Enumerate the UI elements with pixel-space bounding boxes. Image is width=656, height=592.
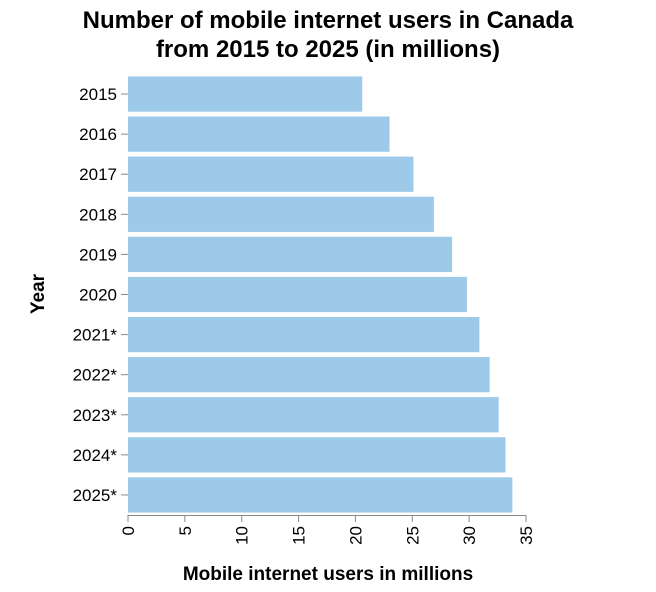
bar-2018 <box>128 196 434 232</box>
x-tick-label: 15 <box>290 526 309 545</box>
bar-2024-est <box>128 437 506 473</box>
y-tick-label: 2016 <box>79 125 117 144</box>
x-axis-title: Mobile internet users in millions <box>183 564 473 585</box>
bar-2015 <box>128 76 363 112</box>
bar-2023-est <box>128 397 499 433</box>
y-axis: 2015 2016 2017 2018 2019 2020 2021* 2022* 2023* 2… <box>73 85 128 505</box>
y-tick-label: 2018 <box>79 205 117 224</box>
x-tick-label: 25 <box>403 526 422 545</box>
x-tick-label: 20 <box>346 526 365 545</box>
x-tick-label: 0 <box>119 526 138 535</box>
y-tick-label: 2019 <box>79 245 117 264</box>
bars-group <box>128 76 513 513</box>
bar-2020 <box>128 276 467 313</box>
y-tick-label: 2025* <box>73 486 118 505</box>
y-axis-title: Year <box>28 273 49 314</box>
x-tick-label: 35 <box>517 526 536 545</box>
x-tick-label: 10 <box>233 526 252 545</box>
y-tick-label: 2015 <box>79 85 117 104</box>
y-tick-label: 2023* <box>73 406 118 425</box>
y-tick-label: 2022* <box>73 366 118 385</box>
y-tick-label: 2024* <box>73 446 118 465</box>
chart-title: Number of mobile internet users in Canad… <box>0 6 656 64</box>
x-tick-label: 5 <box>176 526 195 535</box>
chart-title-line-2: from 2015 to 2025 (in millions) <box>155 36 501 63</box>
x-tick-label: 30 <box>460 526 479 545</box>
y-tick-label: 2017 <box>79 165 117 184</box>
y-tick-label: 2021* <box>73 326 118 345</box>
x-axis: 0 5 10 15 20 25 30 35 <box>119 515 536 545</box>
bar-2022-est <box>128 357 490 393</box>
bar-2021-est <box>128 316 480 353</box>
bar-2017 <box>128 156 414 192</box>
chart-title-line-1: Number of mobile internet users in Canad… <box>82 7 574 34</box>
bar-2025-est <box>128 477 513 513</box>
y-tick-label: 2020 <box>79 286 117 305</box>
bar-2016 <box>128 116 390 152</box>
bar-2019 <box>128 236 453 273</box>
